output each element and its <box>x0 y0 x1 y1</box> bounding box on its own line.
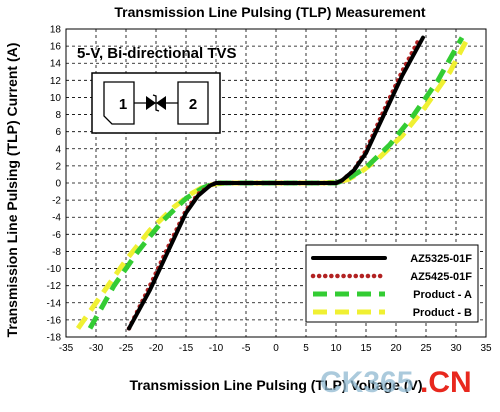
y-tick-label: 2 <box>55 161 61 172</box>
plot-border <box>65 28 487 338</box>
device-annotation: 5-V, Bi-directional TVS <box>77 45 237 62</box>
x-tick-label: -5 <box>242 343 251 354</box>
pin-2-label: 2 <box>189 96 197 113</box>
y-tick-label: 16 <box>50 42 62 53</box>
x-tick-label: 30 <box>450 343 462 354</box>
y-axis-label: Transmission Line Pulsing (TLP) Current … <box>4 43 20 338</box>
watermark: CK365 .CN <box>320 366 472 399</box>
x-tick-labels: -35 -30 -25 -20 -15 -10 -5 0 5 10 15 20 25 30 35 <box>59 343 492 354</box>
y-tick-label: -4 <box>52 213 61 224</box>
pin-1-label: 1 <box>119 96 127 113</box>
y-tick-label: -8 <box>52 247 61 258</box>
x-tick-label: -10 <box>209 343 224 354</box>
y-tick-label: 8 <box>55 110 61 121</box>
x-tick-label: -35 <box>59 343 74 354</box>
x-tick-label: 20 <box>390 343 402 354</box>
y-tick-label: -12 <box>47 281 62 292</box>
watermark-ck365: CK365 <box>320 366 413 399</box>
x-tick-label: 35 <box>480 343 492 354</box>
series-line-0 <box>127 35 425 331</box>
y-tick-label: -16 <box>47 315 62 326</box>
series-lines <box>75 35 471 331</box>
x-tick-label: -20 <box>149 343 164 354</box>
x-tick-label: 10 <box>330 343 342 354</box>
legend: AZ5325-01F AZ5425-01F Product - A Product -… <box>305 244 479 323</box>
chart-title: Transmission Line Pulsing (TLP) Measurem… <box>114 4 426 20</box>
x-tick-label: 0 <box>273 343 279 354</box>
y-tick-label: -2 <box>52 196 61 207</box>
series-line-2 <box>87 36 465 330</box>
legend-label-3: Product - B <box>413 307 472 319</box>
legend-label-2: Product - A <box>413 289 472 301</box>
y-tick-label: 10 <box>50 93 62 104</box>
x-axis-label: Transmission Line Pulsing (TLP) Voltage … <box>130 377 423 393</box>
x-tick-label: -15 <box>179 343 194 354</box>
y-tick-label: 6 <box>55 127 61 138</box>
y-tick-label: 12 <box>50 76 62 87</box>
y-tick-label: 0 <box>55 179 61 190</box>
y-tick-label: -18 <box>47 333 62 344</box>
y-tick-label: 4 <box>55 144 61 155</box>
y-tick-label: -14 <box>47 298 62 309</box>
y-tick-labels: -18 -16 -14 -12 -10 -8 -6 -4 -2 0 2 4 6 8 10 12 14 16 18 <box>47 25 62 344</box>
watermark-cn: .CN <box>420 366 472 399</box>
legend-label-0: AZ5325-01F <box>410 253 472 265</box>
x-tick-label: 25 <box>420 343 432 354</box>
x-tick-label: 5 <box>303 343 309 354</box>
series-line-3 <box>75 36 471 330</box>
legend-label-1: AZ5425-01F <box>410 271 472 283</box>
x-tick-label: -30 <box>89 343 104 354</box>
tvs-symbol-icon: 1 2 <box>91 72 221 134</box>
x-tick-label: 15 <box>360 343 372 354</box>
y-tick-label: -10 <box>47 264 62 275</box>
y-tick-label: 14 <box>50 59 62 70</box>
x-tick-label: -25 <box>119 343 134 354</box>
y-tick-label: -6 <box>52 230 61 241</box>
y-tick-label: 18 <box>50 25 62 36</box>
